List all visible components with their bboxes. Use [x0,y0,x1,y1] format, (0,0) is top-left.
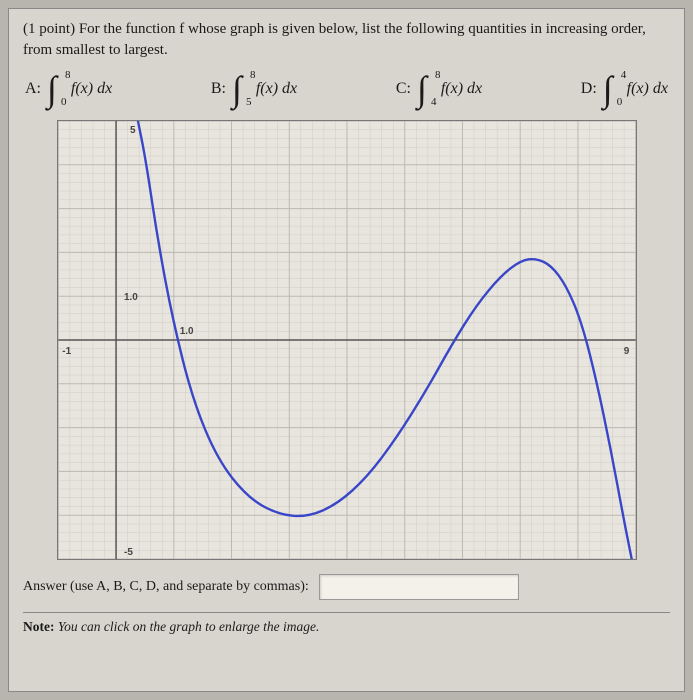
integral-c-upper: 8 [435,69,441,81]
svg-text:9: 9 [623,346,629,357]
integral-a-lower: 0 [61,96,67,108]
divider [23,612,670,613]
integral-c-label: C: [396,80,411,98]
integral-d: D: ∫ 4 0 f(x) dx [581,75,668,104]
integral-d-upper: 4 [621,69,627,81]
answer-row: Answer (use A, B, C, D, and separate by … [23,574,670,600]
integral-b-integrand: f(x) dx [256,80,297,98]
answer-input[interactable] [319,574,519,600]
integral-sign-icon: ∫ [47,75,57,104]
svg-text:-5: -5 [124,547,133,558]
integral-b: B: ∫ 8 5 f(x) dx [211,75,297,104]
question-text: (1 point) For the function f whose graph… [23,19,670,61]
integral-sign-icon: ∫ [603,75,613,104]
integral-c-integrand: f(x) dx [441,80,482,98]
integral-c: C: ∫ 8 4 f(x) dx [396,75,482,104]
function-graph[interactable]: 5 1.0 -5 -1 1.0 9 [57,120,637,560]
svg-text:1.0: 1.0 [124,292,138,303]
integral-d-integrand: f(x) dx [627,80,668,98]
integrals-row: A: ∫ 8 0 f(x) dx B: ∫ 8 5 f(x) dx C: ∫ 8… [23,75,670,104]
answer-label: Answer (use A, B, C, D, and separate by … [23,579,309,595]
integral-a-upper: 8 [65,69,71,81]
integral-a-integrand: f(x) dx [71,80,112,98]
note-text: You can click on the graph to enlarge th… [58,619,319,634]
svg-text:-1: -1 [62,346,71,357]
question-body: For the function f whose graph is given … [23,21,646,58]
integral-d-label: D: [581,80,597,98]
integral-sign-icon: ∫ [232,75,242,104]
enlarge-note: Note: You can click on the graph to enla… [23,619,670,635]
graph-svg: 5 1.0 -5 -1 1.0 9 [58,121,636,559]
svg-text:5: 5 [129,125,135,136]
svg-text:1.0: 1.0 [179,326,193,337]
integral-a-label: A: [25,80,41,98]
question-points: (1 point) [23,21,75,37]
integral-a: A: ∫ 8 0 f(x) dx [25,75,112,104]
integral-d-lower: 0 [617,96,623,108]
note-bold: Note: [23,619,54,634]
integral-b-lower: 5 [246,96,252,108]
integral-c-lower: 4 [431,96,437,108]
integral-sign-icon: ∫ [417,75,427,104]
integral-b-upper: 8 [250,69,256,81]
integral-b-label: B: [211,80,226,98]
